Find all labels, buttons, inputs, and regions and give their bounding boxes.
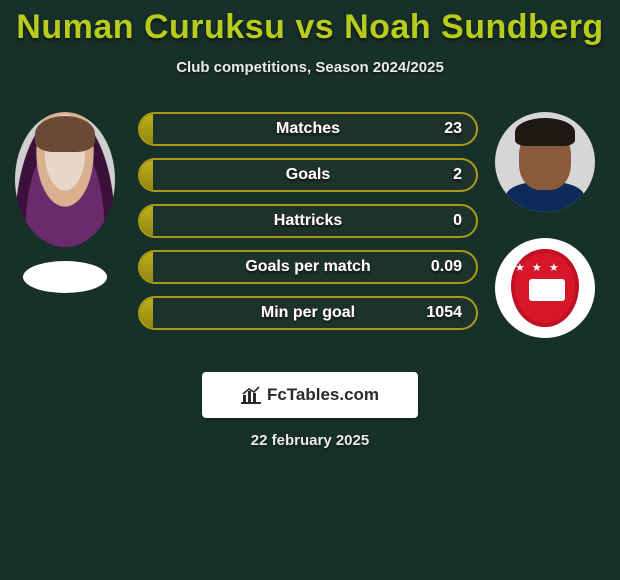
- right-player-column: ★ ★ ★: [490, 112, 600, 338]
- stat-bars: Matches 23 Goals 2 Hattricks 0 Goals per…: [138, 112, 478, 342]
- comparison-panel: ★ ★ ★ Matches 23 Goals 2 Hattricks 0 Goa…: [0, 112, 620, 352]
- stat-fill: [140, 298, 153, 328]
- stat-right-value: 1054: [426, 304, 462, 322]
- brand-text: FcTables.com: [267, 385, 379, 405]
- right-player-avatar: [495, 112, 595, 212]
- brand-badge[interactable]: FcTables.com: [202, 372, 418, 418]
- stat-fill: [140, 252, 153, 282]
- page-title: Numan Curuksu vs Noah Sundberg: [0, 0, 620, 47]
- stat-right-value: 2: [453, 166, 462, 184]
- left-player-avatar: [15, 112, 115, 247]
- bar-chart-icon: [241, 386, 261, 404]
- stat-label: Goals per match: [245, 258, 370, 276]
- stat-fill: [140, 160, 153, 190]
- stat-row-min-per-goal: Min per goal 1054: [138, 296, 478, 330]
- stat-label: Goals: [286, 166, 330, 184]
- stat-fill: [140, 114, 153, 144]
- stat-right-value: 0: [453, 212, 462, 230]
- snapshot-date: 22 february 2025: [0, 432, 620, 449]
- stat-right-value: 23: [444, 120, 462, 138]
- stat-row-goals: Goals 2: [138, 158, 478, 192]
- left-club-logo-placeholder: [23, 261, 107, 293]
- stat-label: Min per goal: [261, 304, 355, 322]
- stat-row-goals-per-match: Goals per match 0.09: [138, 250, 478, 284]
- stat-label: Hattricks: [274, 212, 342, 230]
- left-player-column: [10, 112, 120, 293]
- stat-right-value: 0.09: [431, 258, 462, 276]
- stat-label: Matches: [276, 120, 340, 138]
- right-club-logo: ★ ★ ★: [495, 238, 595, 338]
- season-subtitle: Club competitions, Season 2024/2025: [0, 59, 620, 76]
- stat-row-matches: Matches 23: [138, 112, 478, 146]
- stat-fill: [140, 206, 153, 236]
- stat-row-hattricks: Hattricks 0: [138, 204, 478, 238]
